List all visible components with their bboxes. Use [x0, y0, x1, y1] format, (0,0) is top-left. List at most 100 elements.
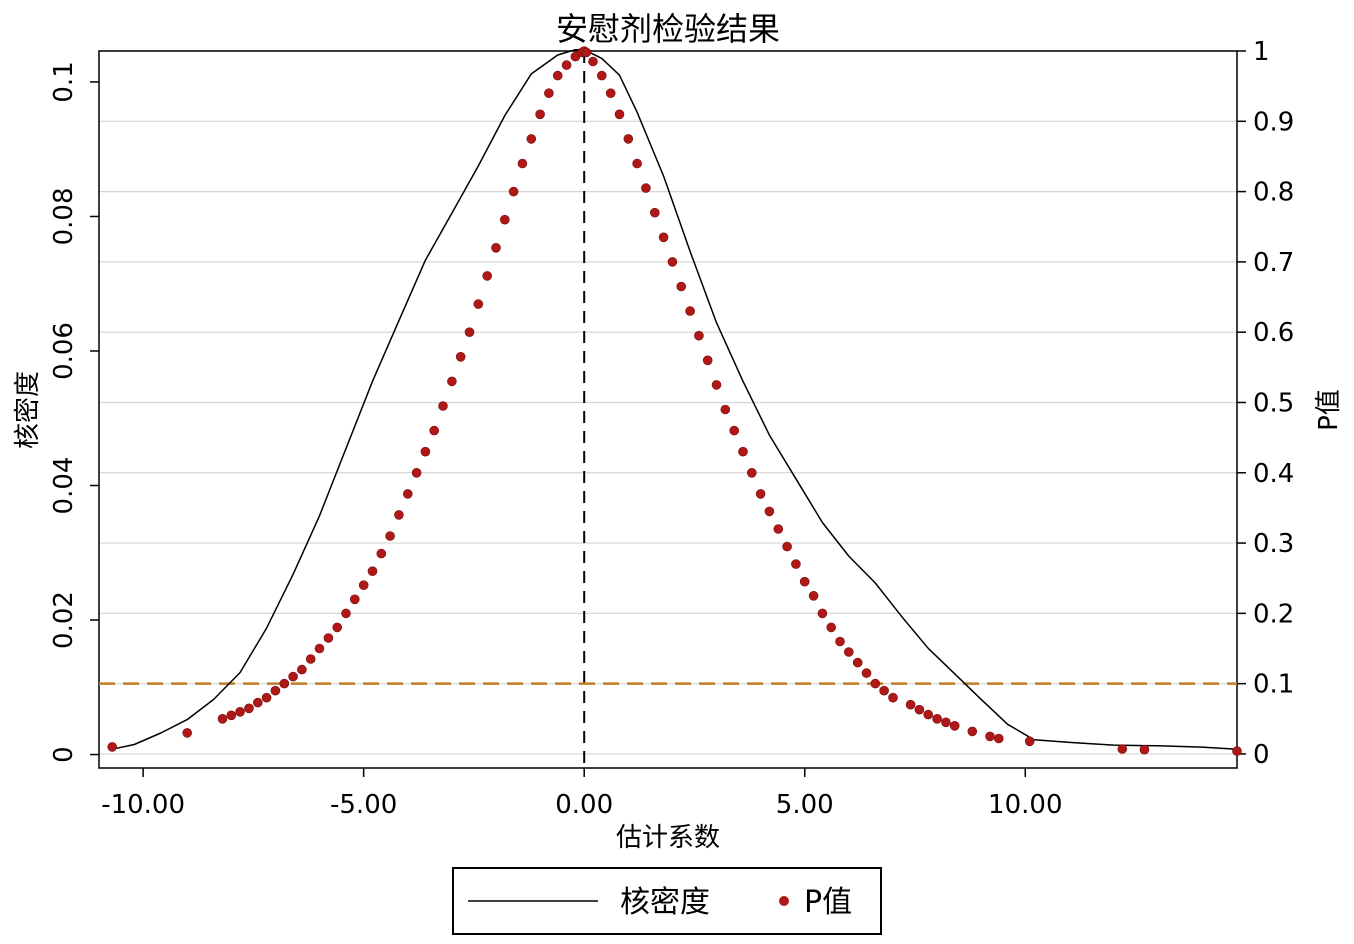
pvalue-point [464, 327, 475, 338]
pvalue-point [279, 678, 290, 689]
legend-label-pvalue: P值 [804, 885, 852, 920]
pvalue-point [791, 559, 801, 569]
pvalue-point [244, 703, 254, 714]
reference-lines [99, 51, 1237, 768]
pvalue-point [888, 692, 898, 703]
pvalue-point [993, 733, 1004, 744]
pvalue-point [429, 425, 440, 436]
pvalue-point [658, 232, 669, 243]
pvalue-point [985, 731, 995, 742]
pvalue-point [420, 446, 431, 457]
legend: 核密度 P值 [452, 867, 882, 935]
pvalue-point [949, 720, 960, 731]
pvalue-point [235, 706, 245, 717]
x-tick-label: -5.00 [330, 790, 397, 820]
pvalue-point [799, 576, 810, 587]
pvalue-point [1139, 744, 1150, 755]
pvalue-point [826, 622, 837, 633]
pvalue-point [323, 633, 334, 643]
y-right-tick-label: 0.8 [1253, 178, 1294, 208]
x-tick-label: 0.00 [555, 790, 613, 820]
pvalue-point [107, 742, 117, 752]
y-right-tick-label: 0.1 [1253, 670, 1294, 700]
pvalue-point [394, 510, 404, 520]
y-right-tick-label: 0 [1253, 740, 1270, 770]
y-right-tick-label: 0.5 [1253, 388, 1294, 418]
pvalue-point [773, 524, 784, 534]
pvalue-point [358, 580, 369, 591]
pvalue-point [288, 671, 298, 682]
pvalue-point [473, 299, 484, 309]
y-right-tick-label: 0.7 [1253, 248, 1294, 278]
y-right-tick-label: 0.3 [1253, 529, 1294, 559]
pvalue-point [932, 713, 942, 724]
pvalue-point [746, 467, 757, 478]
grid-layer [99, 50, 1237, 755]
pvalue-point [508, 186, 519, 197]
pvalue-point [738, 446, 748, 457]
pvalue-point [623, 134, 634, 144]
pvalue-point [614, 109, 625, 120]
pvalue-point [270, 685, 281, 696]
series-line-density [112, 48, 1238, 750]
pvalue-point [349, 594, 360, 605]
pvalue-point [676, 281, 687, 292]
pvalue-point [852, 657, 863, 668]
pvalue-point [782, 541, 792, 552]
pvalue-point [1117, 744, 1128, 754]
y-left-tick-label: 0 [49, 746, 79, 763]
y-left-tick-label: 0.02 [49, 591, 79, 649]
y-left-tick-label: 0.1 [49, 61, 79, 102]
pvalue-point [385, 531, 395, 541]
pvalue-point [535, 109, 545, 120]
y-left-tick-label: 0.04 [49, 457, 79, 515]
pvalue-point [482, 271, 493, 281]
pvalue-point [685, 306, 695, 316]
pvalue-point [517, 158, 528, 169]
pvalue-point [729, 425, 740, 436]
pvalue-point [720, 404, 731, 415]
pvalue-point [923, 709, 934, 720]
pvalue-point [632, 158, 642, 169]
pvalue-point [261, 692, 272, 703]
y-right-tick-label: 0.4 [1253, 459, 1294, 489]
pvalue-point [297, 664, 307, 675]
pvalue-point [552, 70, 563, 81]
pvalue-point [641, 183, 651, 193]
pvalue-point [941, 717, 951, 728]
pvalue-point [1232, 746, 1242, 756]
y-axis-right-title: P值 [1314, 389, 1344, 431]
pvalue-point [438, 401, 448, 411]
pvalue-point [499, 214, 510, 225]
series-layer [107, 46, 1242, 756]
pvalue-point [755, 489, 766, 499]
x-tick-label: -10.00 [101, 790, 185, 820]
legend-marker-swatch [779, 896, 789, 906]
y-left-tick-label: 0.08 [49, 188, 79, 246]
pvalue-point [314, 643, 325, 654]
pvalue-point [605, 88, 616, 98]
pvalue-point [808, 590, 819, 601]
pvalue-point [226, 710, 237, 721]
x-axis-title: 估计系数 [616, 823, 720, 853]
pvalue-point [914, 704, 925, 715]
pvalue-point [817, 608, 828, 619]
pvalue-point [835, 636, 845, 647]
pvalue-point [711, 380, 722, 390]
pvalue-point [367, 566, 378, 577]
pvalue-point [1024, 736, 1035, 747]
pvalue-point [447, 376, 457, 387]
pvalue-point [305, 654, 316, 664]
pvalue-point [694, 330, 704, 341]
y-right-tick-label: 0.9 [1253, 107, 1294, 137]
pvalue-point [561, 60, 572, 70]
pvalue-point [402, 489, 413, 499]
y-right-tick-label: 0.6 [1253, 318, 1294, 348]
y-left-tick-label: 0.06 [49, 322, 79, 380]
pvalue-point [879, 685, 889, 696]
pvalue-point [182, 728, 192, 738]
plot-frame [98, 50, 1238, 769]
pvalue-point [861, 668, 872, 678]
pvalue-point [581, 47, 592, 58]
pvalue-point [411, 467, 422, 478]
